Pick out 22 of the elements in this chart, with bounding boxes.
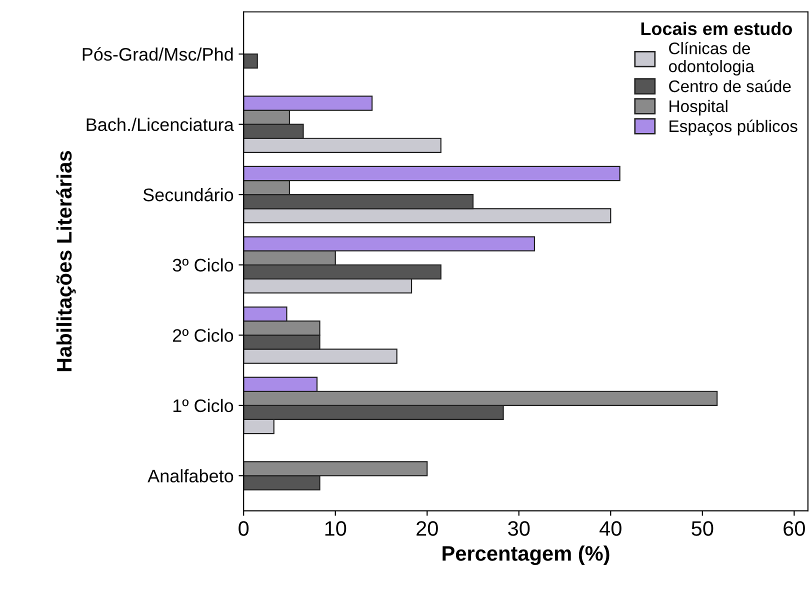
- legend-label: Espaços públicos: [670, 120, 798, 136]
- y-axis-title: Habilitações Literárias: [56, 151, 76, 372]
- y-tick-label: 3º Ciclo: [172, 258, 234, 272]
- legend-label: Hospital: [670, 100, 728, 116]
- y-tick-label: 1º Ciclo: [173, 398, 234, 412]
- y-tick-label: Bach./Licenciatura: [86, 118, 234, 132]
- x-axis-title: Percentagem (%): [442, 546, 610, 566]
- legend-label: Clínicas de odontologia: [668, 42, 754, 76]
- y-tick-label: Analfabeto: [148, 469, 234, 482]
- legend-title: Locais em estudo: [641, 22, 792, 36]
- x-tick-label: 30: [508, 521, 530, 536]
- bar: [244, 53, 258, 69]
- x-tick-label: 0: [238, 521, 249, 536]
- legend-label: Centro de saúde: [669, 80, 791, 92]
- x-tick-label: 40: [600, 521, 622, 536]
- y-tick-label: Pós-Grad/Msc/Phd: [82, 47, 233, 61]
- x-tick-label: 50: [692, 521, 714, 536]
- x-tick-label: 60: [784, 521, 805, 536]
- x-tick-label: 20: [416, 521, 438, 536]
- y-tick-label: 2º Ciclo: [173, 328, 234, 342]
- y-tick-label: Secundário: [143, 188, 234, 202]
- x-tick-label: 10: [325, 521, 346, 536]
